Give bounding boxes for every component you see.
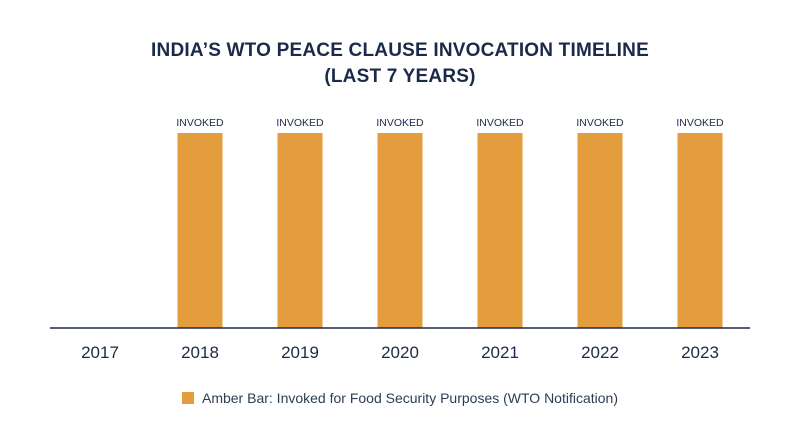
bar-2020	[377, 133, 423, 328]
bar-2023	[677, 133, 723, 328]
x-tick-label-2019: 2019	[281, 343, 319, 362]
x-tick-label-2017: 2017	[81, 343, 119, 362]
legend: Amber Bar: Invoked for Food Security Pur…	[0, 390, 800, 406]
x-tick-label-2020: 2020	[381, 343, 419, 362]
chart-title-line-2: (LAST 7 YEARS)	[324, 66, 476, 87]
bar-2018	[177, 133, 223, 328]
data-label-2020: INVOKED	[376, 117, 424, 129]
x-tick-label-2022: 2022	[581, 343, 619, 362]
data-label-2022: INVOKED	[576, 117, 624, 129]
legend-label: Amber Bar: Invoked for Food Security Pur…	[201, 390, 618, 406]
chart-title-line-1: INDIA’S WTO PEACE CLAUSE INVOCATION TIME…	[151, 40, 649, 61]
bar-2022	[577, 133, 623, 328]
data-label-2023: INVOKED	[676, 117, 724, 129]
data-label-2018: INVOKED	[176, 117, 224, 129]
legend-swatch	[181, 392, 194, 404]
x-tick-label-2018: 2018	[181, 343, 219, 362]
bar-2019	[277, 133, 323, 328]
data-label-2021: INVOKED	[476, 117, 524, 129]
chart-title: INDIA’S WTO PEACE CLAUSE INVOCATION TIME…	[0, 38, 800, 90]
bar-2021	[477, 133, 523, 328]
x-tick-label-2023: 2023	[681, 343, 719, 362]
x-tick-label-2021: 2021	[481, 343, 519, 362]
data-label-2019: INVOKED	[276, 117, 324, 129]
